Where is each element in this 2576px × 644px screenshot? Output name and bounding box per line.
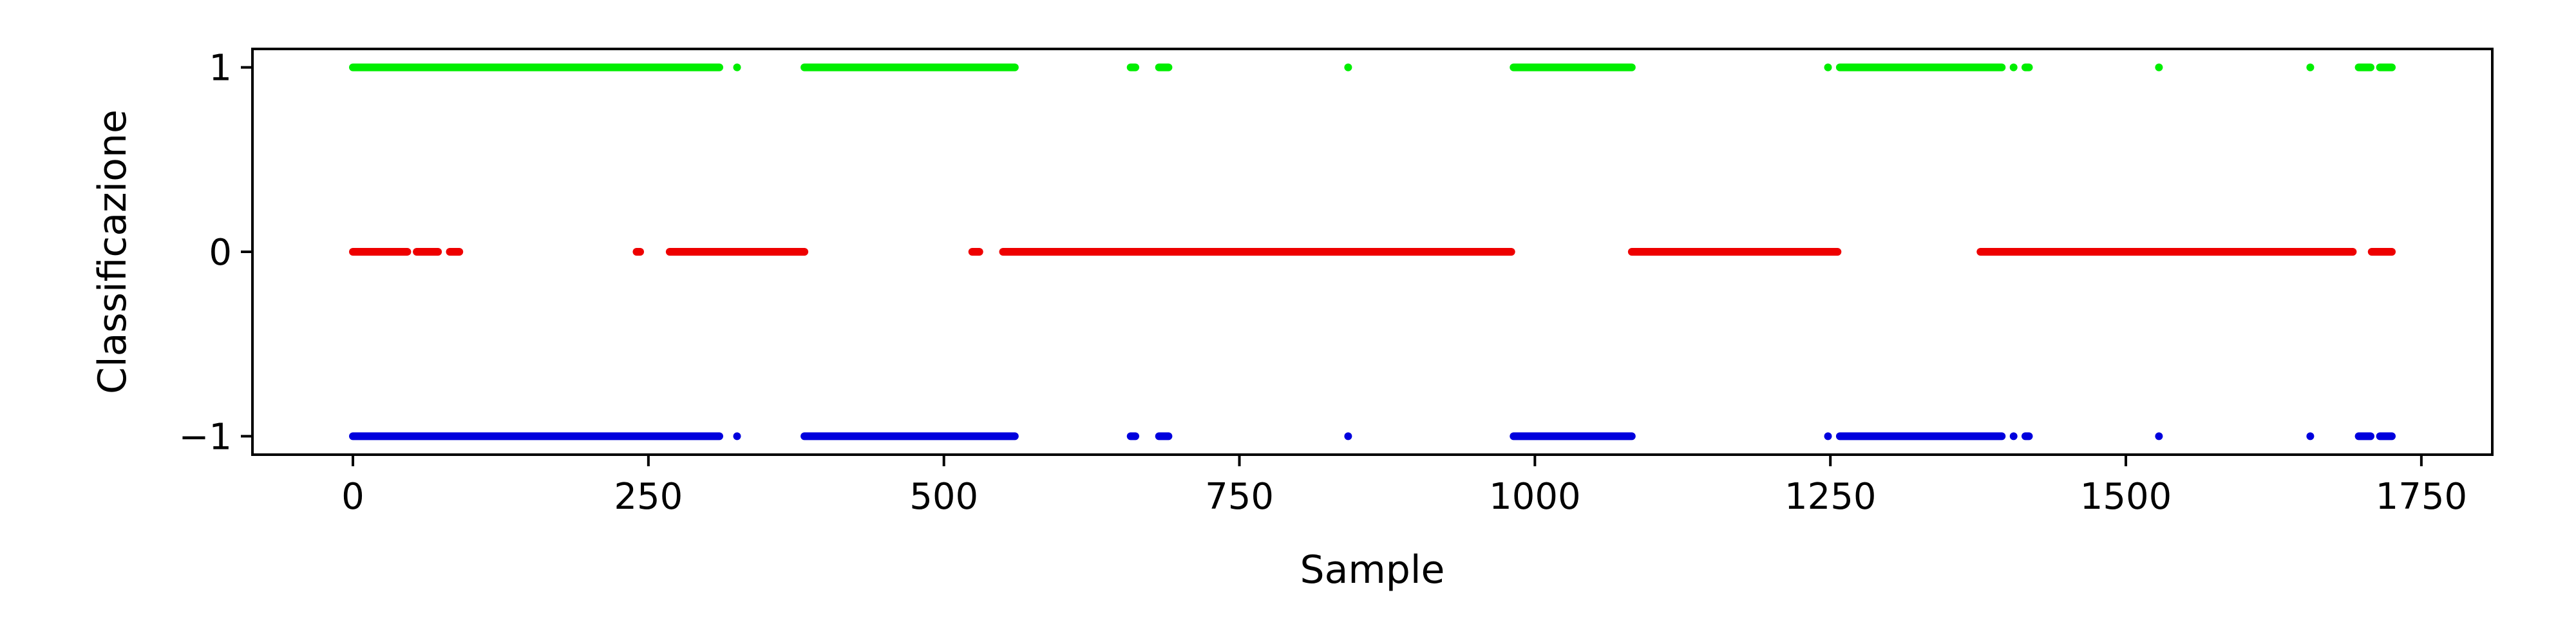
point-run-0-7: [1824, 63, 1832, 71]
point-run-2-3: [1126, 432, 1139, 440]
point-run-0-12: [2306, 63, 2315, 71]
point-run-1-7: [1627, 248, 1842, 256]
point-run-2-9: [2009, 432, 2018, 440]
point-run-1-1: [413, 248, 442, 256]
series-1: [349, 248, 2396, 256]
point-run-1-4: [665, 248, 809, 256]
series-2: [349, 432, 2396, 440]
y-tick-label: 1: [209, 48, 232, 90]
point-run-2-12: [2306, 432, 2315, 440]
point-run-2-2: [800, 432, 1019, 440]
y-tick-label: −1: [178, 416, 232, 458]
x-tick-label: 1250: [1785, 476, 1877, 518]
point-run-0-8: [1835, 63, 2006, 71]
series-0: [349, 63, 2396, 71]
x-tick-label: 1500: [2080, 476, 2172, 518]
point-run-2-14: [2376, 432, 2396, 440]
point-run-0-0: [349, 63, 723, 71]
point-run-2-7: [1824, 432, 1832, 440]
x-tick-label: 1750: [2376, 476, 2468, 518]
point-run-0-13: [2354, 63, 2374, 71]
x-tick-label: 250: [614, 476, 683, 518]
point-run-1-5: [968, 248, 983, 256]
point-run-1-3: [632, 248, 644, 256]
x-tick-label: 0: [341, 476, 365, 518]
point-run-1-0: [349, 248, 412, 256]
point-run-2-11: [2155, 432, 2163, 440]
point-run-2-4: [1155, 432, 1173, 440]
point-run-0-14: [2376, 63, 2396, 71]
x-axis-label: Sample: [1300, 547, 1445, 592]
point-run-0-4: [1155, 63, 1173, 71]
ticks-layer: 0 250 500 750 1000 1250 1500 1750 −1 0 1: [178, 48, 2467, 518]
point-run-2-8: [1835, 432, 2006, 440]
point-run-2-0: [349, 432, 723, 440]
point-run-0-9: [2009, 63, 2018, 71]
point-run-1-8: [1976, 248, 2357, 256]
point-run-2-6: [1510, 432, 1636, 440]
x-tick-label: 750: [1205, 476, 1274, 518]
point-run-1-2: [446, 248, 464, 256]
point-run-1-6: [999, 248, 1515, 256]
point-run-0-11: [2155, 63, 2163, 71]
y-tick-label: 0: [209, 232, 232, 274]
point-run-0-3: [1126, 63, 1139, 71]
x-tick-label: 500: [909, 476, 978, 518]
point-run-2-10: [2022, 432, 2033, 440]
point-run-2-5: [1344, 432, 1352, 440]
point-run-0-1: [733, 63, 741, 71]
point-run-1-9: [2367, 248, 2396, 256]
x-tick-label: 1000: [1489, 476, 1581, 518]
point-run-2-13: [2354, 432, 2374, 440]
point-run-0-6: [1510, 63, 1636, 71]
point-run-2-1: [733, 432, 741, 440]
y-axis-label: Classificazione: [90, 109, 135, 394]
point-run-0-10: [2022, 63, 2033, 71]
point-run-0-2: [800, 63, 1019, 71]
point-run-0-5: [1344, 63, 1352, 71]
series-layer: [349, 63, 2396, 440]
